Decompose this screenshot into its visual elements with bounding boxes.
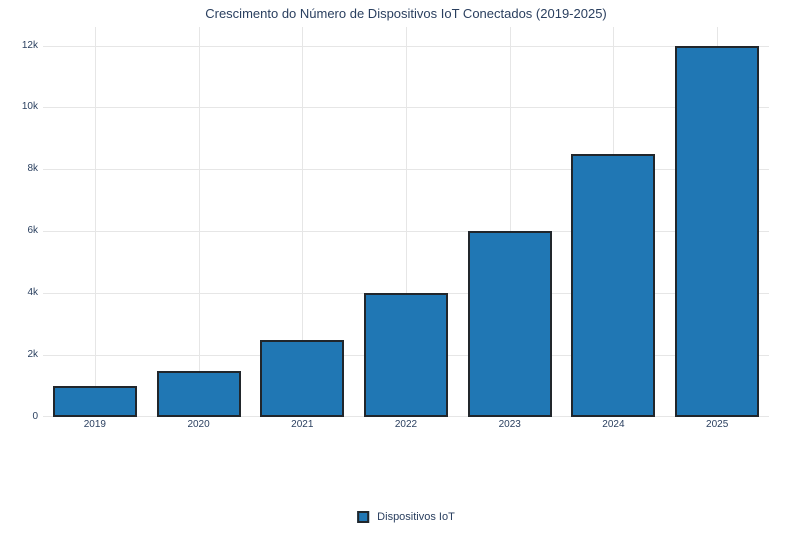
v-gridline-2023 [510,27,511,417]
x-tick-label-2023: 2023 [498,419,521,430]
plot-area [43,27,769,417]
x-tick-label-2019: 2019 [83,419,106,430]
bar-2025 [675,46,759,417]
y-tick-label-10k: 10k [21,101,38,112]
y-tick-label-0: 0 [32,411,38,422]
v-gridline-2019 [95,27,96,417]
legend-swatch-icon [357,511,370,523]
legend-label: Dispositivos IoT [377,511,455,523]
y-tick-label-12k: 12k [21,40,38,51]
x-tick-label-2022: 2022 [394,419,418,430]
y-tick-label-2k: 2k [27,349,38,360]
chart-title: Crescimento do Número de Dispositivos Io… [205,6,607,21]
y-tick-label-4k: 4k [27,287,38,298]
bar-2019 [53,386,137,417]
x-tick-label-2020: 2020 [187,419,210,430]
y-tick-label-8k: 8k [27,163,38,174]
v-gridline-2020 [199,27,200,417]
y-tick-label-6k: 6k [27,225,38,236]
bar-2023 [468,231,552,417]
x-tick-label-2024: 2024 [602,419,625,430]
bar-2022 [364,293,448,417]
bar-2020 [157,371,241,417]
x-tick-label-2025: 2025 [706,419,729,430]
bar-2024 [571,154,655,417]
v-gridline-2021 [302,27,303,417]
legend-item-dispositivos-iot[interactable]: Dispositivos IoT [357,511,455,523]
v-gridline-2022 [406,27,407,417]
bar-2021 [260,340,344,417]
x-tick-label-2021: 2021 [291,419,314,430]
